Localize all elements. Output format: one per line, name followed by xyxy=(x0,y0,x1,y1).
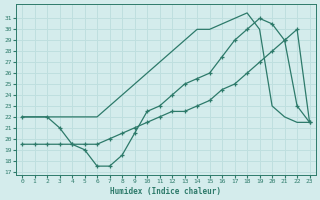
X-axis label: Humidex (Indice chaleur): Humidex (Indice chaleur) xyxy=(110,187,221,196)
